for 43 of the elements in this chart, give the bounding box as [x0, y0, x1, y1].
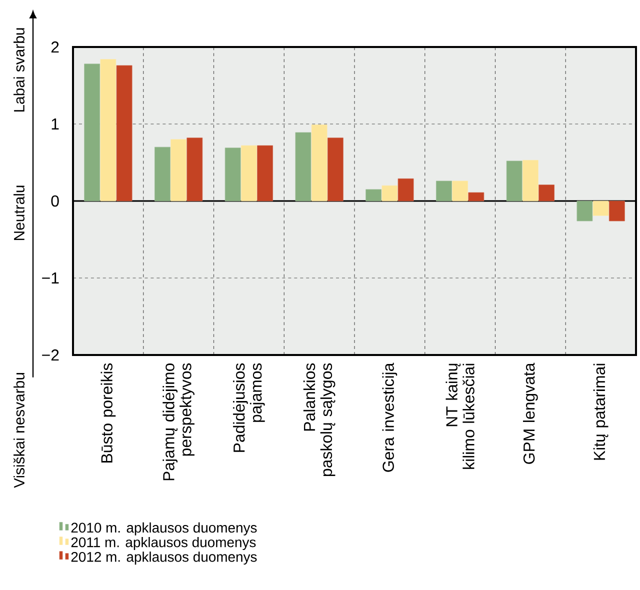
bar — [538, 184, 554, 202]
y-tick-label: 2 — [51, 41, 59, 53]
y-tick-label: 0 — [51, 195, 59, 207]
bar — [311, 124, 328, 202]
bar — [452, 180, 468, 202]
bar — [170, 139, 187, 202]
bar — [436, 180, 452, 202]
x-tick-label: NT kainų kilimo lūkesčiai — [446, 364, 474, 469]
y-tick-label: −2 — [42, 349, 59, 361]
text: Visiškai nesvarbu — [14, 373, 25, 488]
bar — [576, 200, 593, 222]
x-tick-label: GPM lengvata — [523, 362, 538, 464]
bar — [186, 138, 203, 202]
x-tick-label: Kitų patarimai — [593, 364, 608, 460]
text: Labai svarbu — [14, 28, 24, 112]
legend-label: 2011 m. apklausos duomenys — [71, 536, 256, 550]
x-tick-label: Palankios paskolų sąlygos — [303, 363, 336, 476]
text: Neutralu — [14, 186, 24, 240]
x-tick-label: Padidėjusios pajamos — [233, 363, 265, 452]
legend-label: 2010 m. apklausos duomenys — [71, 522, 257, 536]
bar — [154, 146, 170, 202]
legend-label: 2012 m. apklausos duomenys — [71, 552, 257, 565]
bar — [506, 160, 522, 202]
bar — [592, 200, 609, 216]
bar — [116, 65, 132, 202]
bar — [382, 185, 398, 202]
bar — [240, 145, 257, 202]
x-tick-label: Pajamų didėjimo perspektyvos — [162, 363, 194, 480]
x-tick-label: Gera investicija — [382, 362, 398, 472]
x-tick-label: Būsto poreikis — [100, 363, 116, 462]
bar — [398, 178, 414, 202]
bar — [468, 192, 484, 202]
bar — [608, 200, 625, 222]
bar — [257, 145, 273, 202]
bar — [224, 148, 241, 202]
bar — [366, 189, 382, 202]
bar — [327, 138, 344, 202]
y-tick-label: −1 — [42, 272, 59, 284]
bar — [84, 64, 100, 202]
bar — [100, 59, 116, 202]
y-tick-label: 1 — [52, 118, 59, 130]
bar — [295, 132, 312, 202]
bar — [522, 160, 538, 202]
